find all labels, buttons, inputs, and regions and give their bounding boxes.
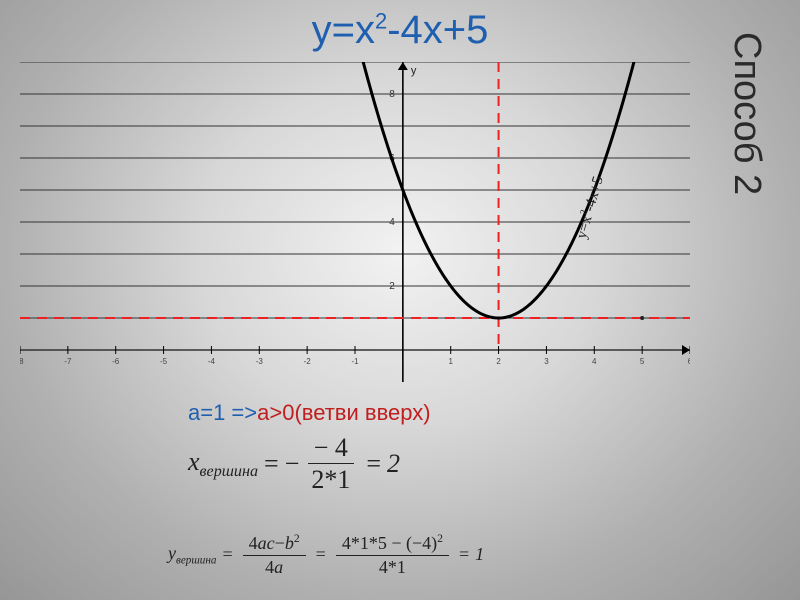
f1-sub: вершина (200, 463, 258, 480)
svg-text:6: 6 (688, 357, 690, 366)
parabola-chart: -8-7-6-5-4-3-2-11234562468y у=х2-4х+5 (20, 62, 690, 382)
f2-numeric-fraction: 4*1*5 − (−4)2 4*1 (336, 533, 449, 577)
f2-result: 1 (475, 544, 484, 565)
svg-text:-7: -7 (64, 357, 72, 366)
page-title: у=х2-4х+5 (312, 8, 489, 53)
coefficient-line: а=1 =>а>0(ветви вверх) (188, 400, 431, 426)
f2-nden: 4*1 (373, 556, 412, 577)
title-exp: 2 (375, 9, 387, 34)
f1-den: 2*1 (305, 464, 356, 493)
svg-text:5: 5 (640, 357, 645, 366)
svg-text:3: 3 (544, 357, 549, 366)
vertex-y-formula: увершина = 4ас−b2 4а = 4*1*5 − (−4)2 4*1… (168, 533, 728, 577)
coef-blue: а=1 => (188, 400, 257, 425)
svg-text:-4: -4 (208, 357, 216, 366)
svg-text:2: 2 (496, 357, 501, 366)
f2-nnum: 4*1*5 − (−4)2 (336, 533, 449, 556)
f2-var: у (168, 543, 176, 563)
f1-num: − 4 (308, 434, 354, 464)
explanation-block: а=1 =>а>0(ветви вверх) хвершина = − − 4 … (188, 400, 431, 494)
svg-text:-1: -1 (351, 357, 359, 366)
svg-text:-5: -5 (160, 357, 168, 366)
f2-sub: вершина (176, 555, 217, 567)
f1-fraction: − 4 2*1 (305, 434, 356, 494)
f2-gden: 4а (259, 556, 289, 577)
title-prefix: у=х (312, 8, 375, 52)
f1-minus: − (285, 449, 300, 479)
svg-text:-8: -8 (20, 357, 24, 366)
svg-text:4: 4 (389, 217, 395, 228)
svg-text:8: 8 (389, 89, 395, 100)
svg-text:4: 4 (592, 357, 597, 366)
svg-text:-6: -6 (112, 357, 120, 366)
vertex-x-formula: хвершина = − − 4 2*1 = 2 (188, 434, 431, 494)
side-label: Способ 2 (725, 32, 768, 195)
f1-var: х (188, 447, 200, 476)
coef-red: а>0(ветви вверх) (257, 400, 430, 425)
svg-text:2: 2 (389, 281, 395, 292)
svg-text:-2: -2 (304, 357, 312, 366)
f2-general-fraction: 4ас−b2 4а (243, 533, 306, 577)
f1-result: 2 (387, 449, 400, 479)
svg-text:-3: -3 (256, 357, 264, 366)
f2-gnum: 4ас−b2 (243, 533, 306, 556)
svg-text:y: y (411, 65, 417, 77)
title-suffix: -4х+5 (387, 8, 488, 52)
svg-text:1: 1 (448, 357, 453, 366)
